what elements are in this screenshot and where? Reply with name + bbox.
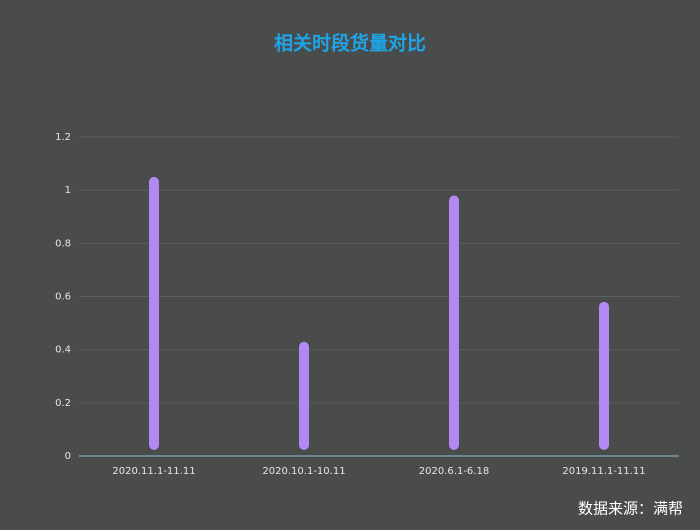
- y-tick-label: 1: [65, 185, 71, 196]
- y-tick-label: 0: [65, 451, 71, 462]
- y-tick-label: 1.2: [55, 132, 71, 143]
- x-tick-label: 2020.11.1-11.11: [112, 466, 195, 477]
- bar: [299, 341, 309, 450]
- bar: [599, 301, 609, 450]
- x-tick-label: 2020.6.1-6.18: [419, 466, 489, 477]
- x-tick-label: 2019.11.1-11.11: [562, 466, 645, 477]
- source-note: 数据来源：满帮: [578, 500, 683, 518]
- y-tick-label: 0.2: [55, 398, 71, 409]
- chart-title: 相关时段货量对比: [274, 32, 426, 55]
- y-tick-label: 0.4: [55, 345, 71, 356]
- bar: [449, 195, 459, 450]
- bar: [149, 176, 159, 450]
- x-tick-label: 2020.10.1-10.11: [262, 466, 345, 477]
- y-tick-label: 0.8: [55, 238, 71, 249]
- y-tick-label: 0.6: [55, 292, 71, 303]
